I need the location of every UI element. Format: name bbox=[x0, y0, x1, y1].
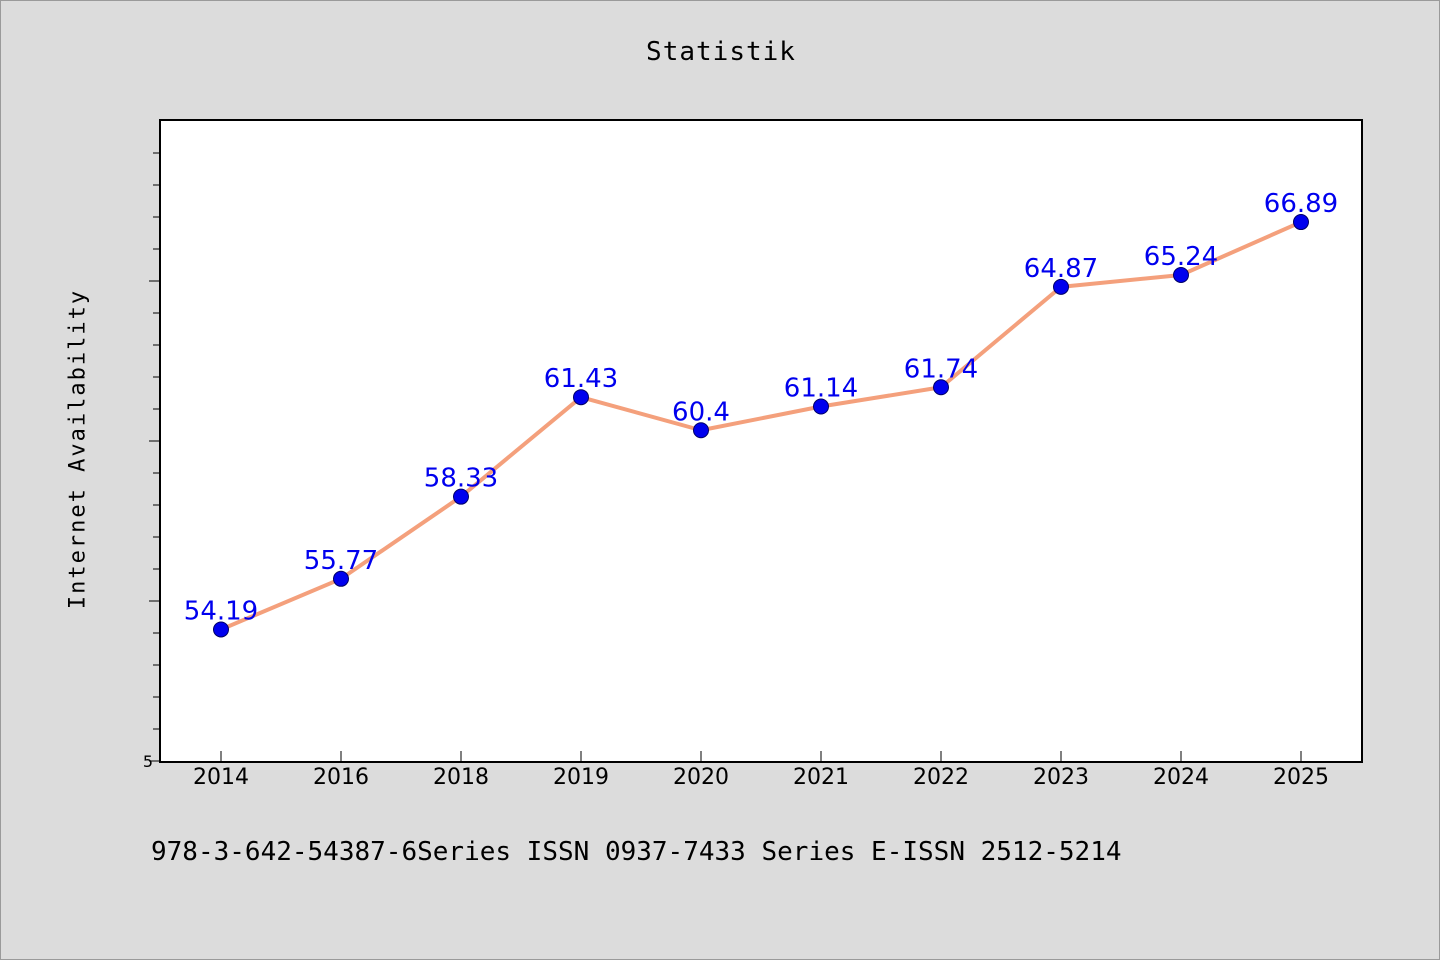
data-point bbox=[693, 422, 709, 439]
footer-note: 978-3-642-54387-6Series ISSN 0937-7433 S… bbox=[151, 837, 1122, 867]
plot-area bbox=[159, 119, 1363, 763]
x-tick-label: 2024 bbox=[1153, 765, 1209, 790]
data-point bbox=[213, 621, 229, 638]
y-tick-label: 5 bbox=[143, 752, 153, 771]
y-axis-label: Internet Availability bbox=[65, 288, 91, 610]
chart-title: Statistik bbox=[646, 37, 796, 67]
x-axis-ticks: 2014 2016 2018 2019 2020 2021 2022 2023 2024 2025 bbox=[193, 751, 1329, 790]
data-point bbox=[573, 389, 589, 406]
data-point bbox=[1293, 214, 1309, 231]
x-tick-label: 2025 bbox=[1273, 765, 1329, 790]
x-tick-label: 2022 bbox=[913, 765, 969, 790]
data-point bbox=[333, 570, 349, 587]
data-point bbox=[813, 398, 829, 415]
series-line bbox=[219, 220, 1303, 632]
data-point bbox=[453, 488, 469, 505]
x-tick-label: 2021 bbox=[793, 765, 849, 790]
data-point bbox=[933, 379, 949, 396]
y-axis-ticks: 5 bbox=[143, 152, 161, 771]
x-tick-label: 2023 bbox=[1033, 765, 1089, 790]
data-point bbox=[1173, 266, 1189, 283]
x-tick-label: 2019 bbox=[553, 765, 609, 790]
data-point bbox=[1053, 278, 1069, 295]
x-tick-label: 2014 bbox=[193, 765, 249, 790]
x-tick-label: 2020 bbox=[673, 765, 729, 790]
x-tick-label: 2016 bbox=[313, 765, 369, 790]
x-tick-label: 2018 bbox=[433, 765, 489, 790]
